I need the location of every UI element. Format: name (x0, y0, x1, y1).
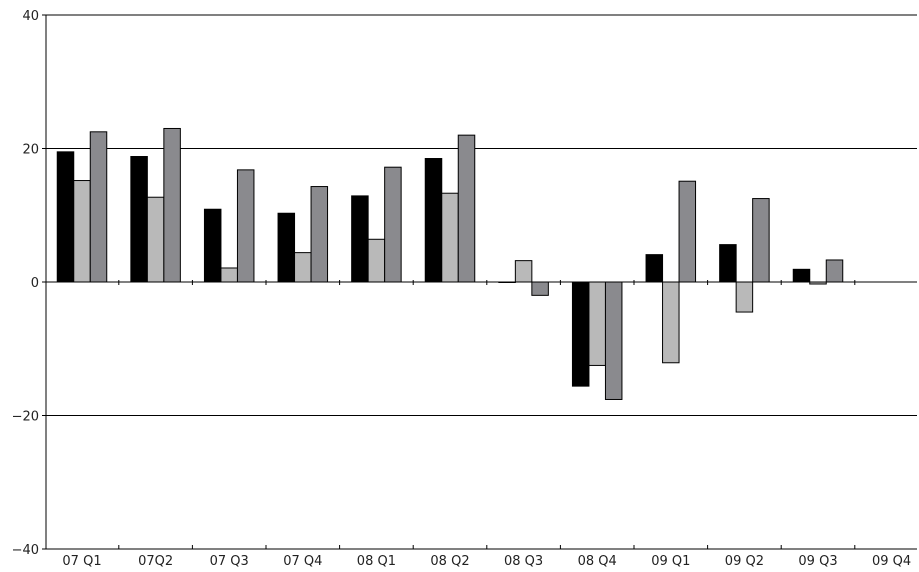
tick-labels: 40 20 0 −20 −40 07 Q1 07Q2 07 Q3 07 Q4 08 Q1 08 Q2… (12, 9, 912, 569)
bar-9-series-0 (719, 244, 737, 283)
bar-8-series-1 (662, 281, 680, 364)
bar-6-series-2 (531, 281, 549, 296)
x-tick-label-1: 07Q2 (138, 554, 173, 569)
grid-lines (46, 14, 917, 416)
y-tick-label-1: 20 (22, 143, 39, 158)
bar-5-series-1 (441, 192, 459, 283)
bar-1-series-0 (130, 156, 148, 283)
bar-3-series-1 (294, 252, 312, 283)
bar-1-series-1 (146, 196, 165, 283)
bar-2-series-2 (236, 169, 255, 283)
x-tick-label-3: 07 Q4 (283, 554, 322, 569)
bar-7-series-2 (604, 281, 623, 400)
y-tick-label-4: −40 (12, 543, 39, 558)
bar-4-series-1 (367, 238, 386, 283)
x-tick-label-8: 09 Q1 (651, 554, 690, 569)
bar-0-series-2 (89, 131, 108, 283)
x-tick-label-2: 07 Q3 (210, 554, 249, 569)
bar-10-series-2 (825, 259, 844, 283)
x-tick-label-7: 08 Q4 (578, 554, 617, 569)
bar-4-series-0 (351, 195, 369, 283)
bar-2-series-0 (203, 208, 222, 283)
y-tick-label-3: −20 (12, 410, 39, 425)
bar-9-series-2 (752, 198, 770, 283)
bar-5-series-0 (424, 158, 443, 283)
bar-3-series-0 (277, 212, 296, 283)
bar-1-series-2 (163, 127, 181, 283)
bar-7-series-0 (571, 281, 590, 387)
bar-7-series-1 (588, 281, 606, 366)
bar-9-series-1 (735, 281, 754, 313)
bar-0-series-1 (73, 180, 91, 283)
bar-8-series-0 (645, 254, 664, 283)
bar-8-series-2 (678, 180, 697, 283)
x-tick-label-5: 08 Q2 (430, 554, 469, 569)
x-tick-label-10: 09 Q3 (798, 554, 837, 569)
bar-3-series-2 (310, 186, 329, 283)
x-tick-label-9: 09 Q2 (725, 554, 764, 569)
bar-5-series-2 (457, 134, 476, 283)
bar-6-series-1 (514, 260, 533, 283)
x-tick-label-6: 08 Q3 (504, 554, 543, 569)
x-tick-label-4: 08 Q1 (357, 554, 396, 569)
bar-series (56, 127, 844, 400)
y-tick-label-2: 0 (31, 276, 39, 291)
x-tick-label-11: 09 Q4 (872, 554, 911, 569)
bar-4-series-2 (384, 166, 402, 283)
bar-10-series-0 (792, 268, 811, 283)
bar-0-series-0 (56, 151, 75, 283)
axes (42, 14, 917, 550)
x-tick-label-0: 07 Q1 (62, 554, 101, 569)
bar-2-series-1 (220, 267, 238, 283)
y-tick-label-0: 40 (22, 9, 39, 24)
